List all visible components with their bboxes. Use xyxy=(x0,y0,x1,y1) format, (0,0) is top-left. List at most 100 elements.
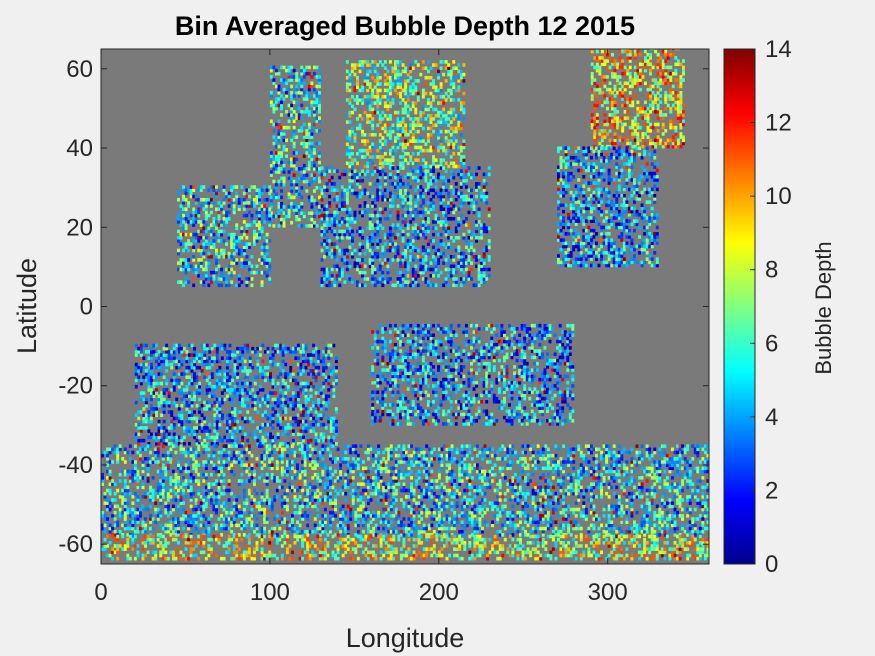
heatmap-cell xyxy=(404,82,408,86)
heatmap-cell xyxy=(495,323,499,328)
heatmap-cell xyxy=(189,188,193,193)
heatmap-cell xyxy=(394,126,397,131)
heatmap-cell xyxy=(459,201,463,205)
heatmap-cell xyxy=(220,274,223,278)
heatmap-cell xyxy=(350,216,354,221)
heatmap-cell xyxy=(391,371,395,376)
heatmap-cell xyxy=(613,141,617,146)
heatmap-cell xyxy=(429,120,433,124)
heatmap-cell xyxy=(182,197,185,202)
heatmap-cell xyxy=(577,200,581,204)
heatmap-cell xyxy=(312,71,316,76)
heatmap-cell xyxy=(396,166,400,170)
heatmap-cell xyxy=(391,248,395,253)
heatmap-cell xyxy=(480,277,484,281)
heatmap-cell xyxy=(472,336,476,341)
heatmap-cell xyxy=(312,100,316,105)
heatmap-cell xyxy=(414,204,418,208)
heatmap-cell xyxy=(192,194,196,199)
heatmap-cell xyxy=(429,145,433,150)
heatmap-cell xyxy=(388,117,392,121)
heatmap-cell xyxy=(396,72,400,77)
heatmap-cell xyxy=(333,264,337,269)
heatmap-cell xyxy=(383,207,387,212)
heatmap-cell xyxy=(297,217,301,222)
heatmap-cell xyxy=(434,248,438,253)
heatmap-cell xyxy=(310,100,314,105)
heatmap-cell xyxy=(396,185,400,189)
heatmap-cell xyxy=(399,406,403,410)
heatmap-cell xyxy=(307,84,311,89)
heatmap-cell xyxy=(371,204,375,208)
heatmap-cell xyxy=(572,232,576,236)
heatmap-cell xyxy=(515,349,519,353)
heatmap-cell xyxy=(643,106,647,111)
heatmap-cell xyxy=(307,160,311,165)
heatmap-cell xyxy=(447,72,451,77)
heatmap-cell xyxy=(664,65,668,70)
heatmap-cell xyxy=(421,245,425,250)
heatmap-cell xyxy=(508,403,511,407)
heatmap-cell xyxy=(419,210,423,215)
heatmap-cell xyxy=(649,56,652,60)
heatmap-cell xyxy=(388,91,392,96)
heatmap-cell xyxy=(409,406,413,410)
heatmap-cell xyxy=(487,274,491,278)
heatmap-cell xyxy=(607,206,611,211)
heatmap-cell xyxy=(464,403,468,407)
heatmap-cell xyxy=(396,245,400,250)
heatmap-cell xyxy=(612,257,616,261)
heatmap-cell xyxy=(220,277,223,281)
heatmap-cell xyxy=(260,226,264,231)
heatmap-cell xyxy=(485,267,489,272)
heatmap-cell xyxy=(595,116,599,120)
heatmap-cell xyxy=(366,85,370,90)
heatmap-cell xyxy=(525,371,529,376)
heatmap-cell xyxy=(333,280,337,284)
heatmap-cell xyxy=(204,229,208,234)
heatmap-cell xyxy=(235,235,239,240)
heatmap-cell xyxy=(305,151,309,155)
heatmap-cell xyxy=(399,120,403,124)
heatmap-cell xyxy=(589,181,593,185)
heatmap-cell xyxy=(528,333,532,338)
heatmap-cell xyxy=(378,191,382,196)
heatmap-cell xyxy=(467,274,471,278)
heatmap-cell xyxy=(613,75,617,79)
heatmap-cell xyxy=(280,208,283,212)
heatmap-cell xyxy=(358,191,362,196)
heatmap-cell xyxy=(681,68,685,73)
heatmap-cell xyxy=(280,125,283,130)
heatmap-cell xyxy=(343,220,347,224)
heatmap-cell xyxy=(584,155,588,160)
heatmap-cell xyxy=(567,225,571,230)
heatmap-cell xyxy=(421,330,425,334)
heatmap-cell xyxy=(179,280,183,284)
heatmap-cell xyxy=(457,216,461,221)
heatmap-cell xyxy=(640,181,644,185)
heatmap-cell xyxy=(548,361,552,366)
heatmap-cell xyxy=(274,90,278,95)
heatmap-cell xyxy=(345,148,349,153)
heatmap-cell xyxy=(592,197,596,201)
heatmap-cell xyxy=(616,116,620,120)
heatmap-cell xyxy=(388,365,392,369)
heatmap-cell xyxy=(635,213,639,217)
heatmap-cell xyxy=(378,155,382,159)
heatmap-cell xyxy=(358,178,362,183)
heatmap-cell xyxy=(533,361,537,366)
heatmap-cell xyxy=(345,152,349,156)
heatmap-cell xyxy=(318,179,321,184)
heatmap-cell xyxy=(605,87,609,92)
heatmap-cell xyxy=(368,158,372,162)
heatmap-cell xyxy=(470,232,473,237)
heatmap-cell xyxy=(371,188,375,193)
heatmap-cell xyxy=(648,193,652,198)
heatmap-cell xyxy=(335,194,339,199)
heatmap-cell xyxy=(432,204,435,208)
heatmap-cell xyxy=(416,371,420,376)
heatmap-cell xyxy=(497,346,501,350)
heatmap-cell xyxy=(396,406,400,410)
heatmap-cell xyxy=(394,79,397,83)
heatmap-cell xyxy=(452,277,456,281)
